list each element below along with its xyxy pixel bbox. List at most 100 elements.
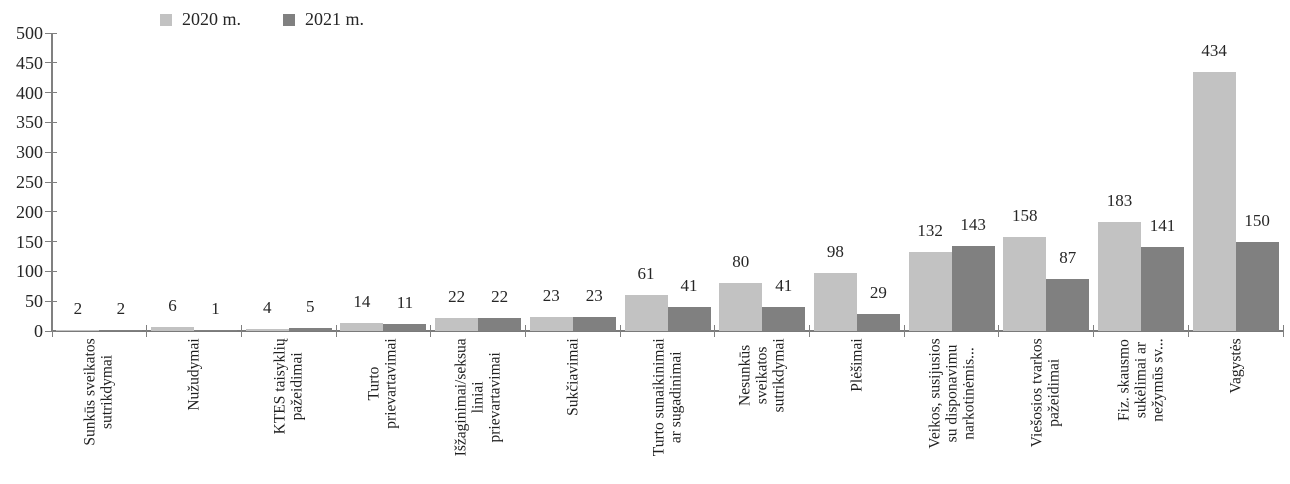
x-tick — [809, 325, 811, 337]
value-label: 150 — [1244, 210, 1270, 230]
bar-2021m — [1046, 279, 1090, 331]
bar-2020m — [151, 327, 195, 331]
category-label-text: Turto prievartavimai — [366, 337, 401, 429]
value-label: 22 — [491, 286, 509, 306]
x-tick — [619, 325, 621, 337]
y-tick-label: 150 — [16, 231, 43, 252]
category-label: Fiz. skausmo sukėlimai ar nežymūs sv... — [1094, 338, 1189, 484]
bar-2021m — [1140, 246, 1184, 331]
value-label: 11 — [396, 293, 414, 313]
category-label: Turto prievartavimai — [336, 338, 431, 484]
category-label: Plėšimai — [810, 338, 905, 484]
category-label-text: Turto sunaikinimai ar sugadinimai — [650, 337, 685, 456]
bar-2020m — [624, 294, 668, 331]
category-label: Veikos, susijusios su disponavimu narkot… — [904, 338, 999, 484]
category-label: Turto sunaikinimai ar sugadinimai — [620, 338, 715, 484]
category-label-text: Nesunkūs sveikatos sutrikdymai — [736, 337, 788, 413]
x-tick — [1093, 325, 1095, 337]
value-label: 14 — [353, 291, 371, 311]
category-label: Išžaginimai/seksua liniai prievartavimai — [431, 338, 526, 484]
x-tick — [998, 325, 1000, 337]
value-label: 5 — [305, 297, 315, 317]
value-label: 1 — [211, 299, 220, 318]
value-label: 4 — [262, 297, 272, 317]
category-label-text: Sunkūs sveikatos sutrikdymai — [82, 337, 117, 446]
category-label: Nesunkūs sveikatos sutrikdymai — [715, 338, 810, 484]
bar-2021m — [951, 245, 995, 331]
bar-2021m — [194, 330, 238, 331]
category-label: KTES taisyklių pažeidimai — [241, 338, 336, 484]
bar-2020m — [435, 317, 479, 331]
category-label: Sunkūs sveikatos sutrikdymai — [52, 338, 147, 484]
legend-label-2021: 2021 m. — [305, 9, 365, 29]
y-tick-label: 100 — [16, 261, 43, 282]
category-label-text: Plėšimai — [848, 337, 866, 392]
bar-2021m — [667, 306, 711, 331]
bar-2021m — [1235, 241, 1279, 331]
category-label-text: Viešosios tvarkos pažeidimai — [1029, 337, 1064, 447]
x-axis — [51, 330, 1283, 332]
x-tick — [430, 325, 432, 337]
x-tick — [1282, 325, 1284, 337]
value-label: 22 — [448, 286, 466, 306]
y-tick-label: 500 — [16, 23, 43, 43]
y-tick — [45, 300, 57, 302]
value-label: 2 — [116, 298, 126, 318]
category-label-text: Išžaginimai/seksua liniai prievartavimai — [452, 337, 504, 456]
y-tick — [45, 32, 57, 34]
category-label-text: Sukčiavimai — [564, 337, 582, 416]
y-tick — [45, 181, 57, 183]
bar-2020m — [1097, 221, 1141, 331]
y-tick — [45, 92, 57, 94]
legend-item-2021: 2021 m. — [283, 9, 364, 30]
x-tick — [1187, 325, 1189, 337]
y-tick — [45, 121, 57, 123]
value-label: 6 — [168, 296, 177, 316]
x-tick — [146, 325, 148, 337]
value-label: 23 — [542, 286, 560, 306]
legend-item-2020: 2020 m. — [160, 9, 241, 30]
y-tick-label: 250 — [16, 172, 43, 192]
bar-2021m — [856, 313, 900, 331]
value-label: 141 — [1149, 215, 1176, 235]
value-label: 29 — [869, 282, 887, 302]
x-tick — [240, 325, 242, 337]
legend: 2020 m. 2021 m. — [160, 9, 364, 30]
bar-2020m — [1192, 72, 1236, 331]
y-tick — [45, 62, 57, 64]
value-label: 87 — [1059, 248, 1077, 268]
x-tick — [903, 325, 905, 337]
y-tick — [45, 330, 57, 332]
value-label: 434 — [1201, 41, 1227, 61]
bar-2021m — [478, 317, 522, 331]
value-label: 158 — [1012, 205, 1038, 225]
value-label: 80 — [732, 252, 750, 272]
y-tick-label: 300 — [16, 142, 43, 163]
y-tick-label: 450 — [16, 52, 43, 73]
bar-2021m — [572, 317, 616, 331]
value-label: 98 — [826, 241, 844, 261]
y-tick-label: 200 — [16, 201, 43, 222]
y-tick — [45, 151, 57, 153]
bar-2021m — [288, 328, 332, 331]
category-label: Vagystės — [1188, 338, 1283, 484]
y-tick-label: 50 — [25, 291, 43, 312]
x-tick — [335, 325, 337, 337]
value-label: 41 — [680, 275, 698, 295]
value-label: 2 — [73, 298, 83, 318]
x-tick — [51, 325, 53, 337]
category-label-text: Fiz. skausmo sukėlimai ar nežymūs sv... — [1115, 337, 1167, 422]
category-label: Nužudymai — [147, 338, 242, 484]
legend-swatch-2020-icon — [160, 13, 172, 26]
bar-2020m — [813, 272, 857, 331]
bar-2021m — [99, 329, 143, 331]
value-label: 143 — [960, 214, 986, 234]
legend-label-2020: 2020 m. — [182, 9, 242, 29]
x-tick — [524, 325, 526, 337]
value-label: 132 — [917, 221, 943, 241]
x-tick — [714, 325, 716, 337]
y-tick — [45, 270, 57, 272]
value-label: 23 — [585, 286, 603, 306]
category-label-text: Veikos, susijusios su disponavimu narkot… — [926, 337, 978, 449]
